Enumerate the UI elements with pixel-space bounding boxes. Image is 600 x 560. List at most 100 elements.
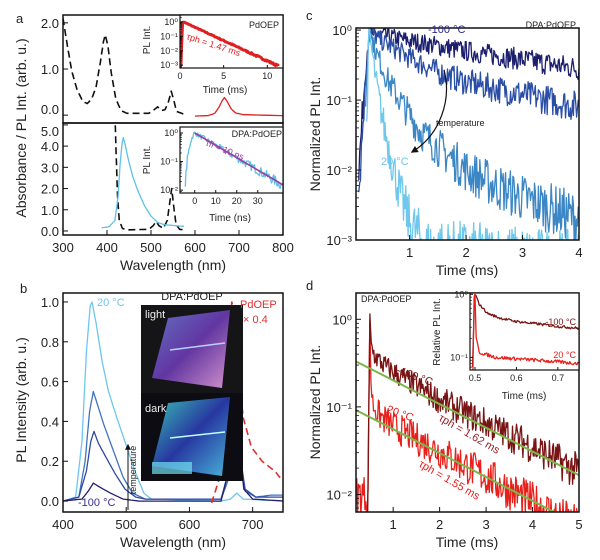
x-tick-label: 600 — [179, 517, 201, 532]
y-tick-label: 1.0 — [41, 62, 59, 77]
a-inset2-y-label: PL Int. — [142, 146, 153, 175]
plot-frame — [62, 292, 284, 513]
x-tick-label: 1 — [406, 245, 413, 260]
series-20-c — [63, 301, 283, 502]
x-tick-label: 10 — [211, 196, 221, 206]
x-tick-label: 2 — [462, 245, 469, 260]
x-tick-label: 10 — [262, 71, 272, 81]
d-title: DPA:PdOEP — [361, 294, 411, 304]
y-tick-label: 10⁰ — [332, 23, 352, 38]
x-tick-label: 0 — [192, 196, 197, 206]
c-x-axis-label: Time (ms) — [436, 262, 498, 278]
y-tick-label: 10⁰ — [164, 17, 178, 27]
y-tick-label: 0.0 — [41, 224, 59, 239]
d-inset-hot-label: 20 °C — [553, 350, 576, 360]
x-tick-label: 20 — [232, 196, 242, 206]
y-tick-label: 10⁻¹ — [160, 157, 178, 167]
y-tick-label: 10⁰ — [164, 128, 178, 138]
series--100-c — [367, 313, 579, 512]
chart-c: 1 2 3 4 10⁰ 10⁻¹ 10⁻² 10⁻³ — [326, 23, 582, 260]
x-tick-label: 0.7 — [552, 373, 565, 383]
y-tick-label: 10⁻³ — [326, 233, 352, 248]
x-tick-label: 700 — [228, 240, 250, 255]
x-tick-label: 0 — [177, 71, 182, 81]
d-inset-x-label: Time (ms) — [502, 391, 547, 402]
x-tick-label: 300 — [52, 240, 74, 255]
a-inset1-y-label: PL Int. — [142, 26, 153, 55]
inset-background — [470, 293, 579, 370]
y-tick-label: 5.0 — [41, 124, 59, 139]
x-tick-label: 3 — [519, 245, 526, 260]
x-tick-label: 1 — [390, 517, 397, 532]
y-tick-label: 0.4 — [41, 414, 59, 429]
x-tick-label: 600 — [184, 240, 206, 255]
y-tick-label: 0.2 — [41, 454, 59, 469]
series-curve-2 — [364, 34, 579, 240]
x-tick-label: 500 — [115, 517, 137, 532]
y-tick-label: 10⁻² — [160, 185, 178, 195]
plot-frame — [355, 292, 580, 513]
d-x-axis-label: Time (ms) — [436, 534, 498, 550]
series--100-c — [471, 294, 579, 368]
chart-d-inset: 0.5 0.6 0.7 10⁰ 10⁻¹ — [450, 289, 580, 383]
panel-label-c: c — [306, 8, 313, 23]
d-inset-y-label: Relative PL Int. — [432, 298, 443, 365]
b-hot-label: 20 °C — [97, 297, 125, 309]
series-pdoep-absorbance — [63, 18, 185, 115]
y-tick-label: 0.0 — [41, 494, 59, 509]
y-tick-label: 1.0 — [41, 203, 59, 218]
b-x-axis-label: Wavelength (nm) — [120, 534, 226, 550]
chart-a-inset1: 0 5 10 10⁰ 10⁻¹ 10⁻² 10⁻³ — [160, 14, 284, 81]
c-temperature-arrow — [410, 69, 448, 153]
x-tick-label: 400 — [52, 517, 74, 532]
c-title: DPA:PdOEP — [526, 20, 576, 30]
panel-label-b: b — [20, 281, 27, 296]
b-y-axis-label: PL Intensity (arb. u.) — [13, 337, 29, 463]
y-tick-label: 3.0 — [41, 160, 59, 175]
x-tick-label: 0.6 — [510, 373, 523, 383]
series-pdoep-pl — [194, 96, 283, 117]
series-20-c — [472, 293, 579, 370]
series--100-c — [358, 28, 579, 181]
y-tick-label: 10⁻² — [326, 487, 352, 502]
y-tick-label: 10⁻¹ — [326, 93, 352, 108]
y-tick-label: 10⁻² — [326, 163, 352, 178]
y-tick-label: 2.0 — [41, 16, 59, 31]
y-tick-label: 0.8 — [41, 335, 59, 350]
a-inset1-title: PdOEP — [249, 20, 279, 30]
d-y-axis-label: Normalized PL Int. — [307, 345, 323, 460]
y-tick-label: 0.0 — [41, 102, 59, 117]
chart-b: 400 500 600 700 0.0 0.2 0.4 0.6 0.8 1.0 — [41, 292, 284, 532]
x-tick-label: 4 — [529, 517, 536, 532]
inset-background — [180, 127, 283, 193]
plot-frame — [469, 292, 580, 371]
x-tick-label: 5 — [221, 71, 226, 81]
plot-frame — [355, 27, 580, 241]
y-tick-label: 10⁻¹ — [450, 352, 468, 362]
y-tick-label: 10⁰ — [332, 312, 352, 327]
b-pdoep-scale: × 0.4 — [243, 314, 268, 326]
series-dpa-pdoep-pl — [101, 136, 185, 229]
series-fit-100-c — [356, 360, 579, 477]
c-temperature-label: temperature — [436, 118, 485, 128]
sample-photo: light dark — [141, 305, 243, 481]
x-tick-label: 400 — [96, 240, 118, 255]
series-20-c — [356, 319, 578, 512]
y-tick-label: 10⁻¹ — [160, 31, 178, 41]
b-temperature-label: temperature — [128, 446, 138, 495]
y-tick-label: 10⁰ — [454, 289, 468, 299]
x-tick-label: 2 — [436, 517, 443, 532]
series-20-c — [366, 28, 579, 240]
photo-light-label: light — [145, 309, 165, 321]
chart-a-inset2: 0 10 20 30 10⁰ 10⁻¹ 10⁻² — [160, 126, 284, 206]
b-photo-title: DPA:PdOEP — [161, 291, 223, 303]
panel-label-a: a — [16, 11, 24, 26]
y-tick-label: 10⁻² — [160, 46, 178, 56]
y-tick-label: 4.0 — [41, 139, 59, 154]
series-curve-1 — [358, 28, 579, 193]
y-tick-label: 0.6 — [41, 375, 59, 390]
d-inset-cold-label: -100 °C — [545, 317, 576, 327]
x-tick-label: 4 — [575, 245, 582, 260]
